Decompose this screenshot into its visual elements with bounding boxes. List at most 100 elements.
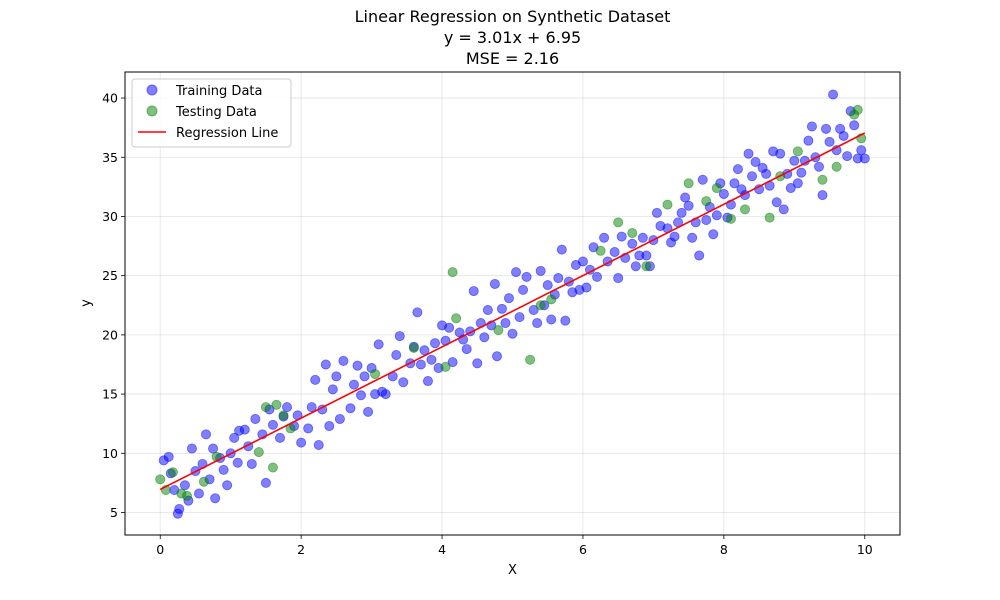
- legend: Training Data Testing Data Regression Li…: [131, 78, 292, 148]
- training-data-point: [821, 123, 832, 134]
- training-data-point: [817, 190, 828, 201]
- training-data-point: [687, 232, 698, 243]
- testing-data-point: [595, 245, 606, 256]
- training-data-point: [282, 402, 293, 413]
- training-data-point: [560, 315, 571, 326]
- training-data-point: [842, 151, 853, 162]
- training-data-point: [482, 305, 493, 316]
- training-data-point: [179, 480, 190, 491]
- legend-label-training: Training Data: [175, 84, 262, 99]
- training-data-point: [338, 355, 349, 366]
- y-axis-label: y: [79, 299, 94, 307]
- testing-data-point: [613, 217, 624, 228]
- testing-data-point: [278, 410, 289, 421]
- training-data-point: [556, 244, 567, 255]
- training-data-point: [803, 135, 814, 146]
- training-data-point: [711, 210, 722, 221]
- training-data-point: [352, 360, 363, 371]
- training-data-point: [581, 282, 592, 293]
- testing-data-point: [852, 104, 863, 115]
- training-data-point: [718, 188, 729, 199]
- legend-marker-training: [146, 84, 158, 96]
- training-data-point: [313, 440, 324, 451]
- training-data-point: [491, 351, 502, 362]
- training-data-point: [528, 305, 539, 316]
- training-data-point: [771, 197, 782, 208]
- legend-box: [131, 78, 292, 148]
- axis-ticks: 0 2 4 6 8 10 5 10 15 20 25 30 35 40: [102, 91, 873, 557]
- testing-data-point: [370, 368, 381, 379]
- training-data-point: [260, 477, 271, 488]
- training-data-point: [546, 314, 557, 325]
- training-data-point: [193, 488, 204, 499]
- chart-title-line-3: MSE = 2.16: [466, 49, 559, 68]
- training-data-point: [680, 192, 691, 203]
- training-data-point: [415, 359, 426, 370]
- training-data-point: [694, 250, 705, 261]
- testing-data-point: [535, 300, 546, 311]
- training-data-point: [592, 271, 603, 282]
- legend-marker-testing: [146, 105, 158, 117]
- training-data-point: [303, 423, 314, 434]
- testing-data-point: [831, 161, 842, 172]
- testing-data-point: [711, 183, 722, 194]
- testing-data-point: [493, 325, 504, 336]
- x-tick-label: 6: [579, 542, 587, 557]
- testing-data-point: [525, 354, 536, 365]
- training-data-point: [327, 384, 338, 395]
- testing-data-point: [701, 196, 712, 207]
- training-data-point: [732, 164, 743, 175]
- training-data-point: [320, 359, 331, 370]
- training-data-point: [239, 424, 250, 435]
- training-data-point: [792, 178, 803, 189]
- training-data-point: [472, 358, 483, 369]
- training-data-point: [426, 354, 437, 365]
- training-data-point: [186, 443, 197, 454]
- x-tick-label: 8: [720, 542, 728, 557]
- training-data-point: [507, 328, 518, 339]
- testing-data-point: [764, 212, 775, 223]
- training-data-point: [222, 480, 233, 491]
- training-data-point: [743, 148, 754, 159]
- training-data-point: [750, 156, 761, 167]
- testing-data-point: [198, 476, 209, 487]
- training-data-point: [356, 390, 367, 401]
- training-data-point: [856, 145, 867, 156]
- testing-data-point: [451, 313, 462, 324]
- training-data-point: [267, 419, 278, 430]
- training-data-point: [669, 231, 680, 242]
- training-data-point: [514, 312, 525, 323]
- chart-title-line-2: y = 3.01x + 6.95: [444, 28, 581, 47]
- x-axis-label: X: [508, 563, 517, 578]
- training-data-point: [489, 278, 500, 289]
- testing-data-point: [253, 447, 264, 458]
- training-data-point: [627, 238, 638, 249]
- training-data-point: [828, 89, 839, 100]
- training-data-point: [708, 229, 719, 240]
- training-data-point: [701, 215, 712, 226]
- training-data-point: [683, 200, 694, 211]
- y-tick-label: 35: [102, 150, 118, 165]
- x-tick-label: 10: [857, 542, 873, 557]
- training-data-point: [785, 183, 796, 194]
- training-data-point: [429, 338, 440, 349]
- training-data-point: [229, 432, 240, 443]
- training-data-point: [296, 437, 307, 448]
- training-data-point: [447, 357, 458, 368]
- training-data-point: [380, 389, 391, 400]
- testing-data-point: [725, 213, 736, 224]
- training-data-point: [310, 374, 321, 385]
- training-data-point: [348, 379, 359, 390]
- training-data-point: [813, 161, 824, 172]
- training-data-point: [609, 246, 620, 257]
- y-tick-label: 40: [102, 91, 118, 106]
- testing-data-point: [155, 474, 166, 485]
- testing-data-point: [267, 462, 278, 473]
- training-data-point: [637, 232, 648, 243]
- training-data-point: [373, 339, 384, 350]
- testing-data-point: [546, 294, 557, 305]
- training-data-point: [729, 178, 740, 189]
- training-data-point: [535, 265, 546, 276]
- training-data-point: [553, 273, 564, 284]
